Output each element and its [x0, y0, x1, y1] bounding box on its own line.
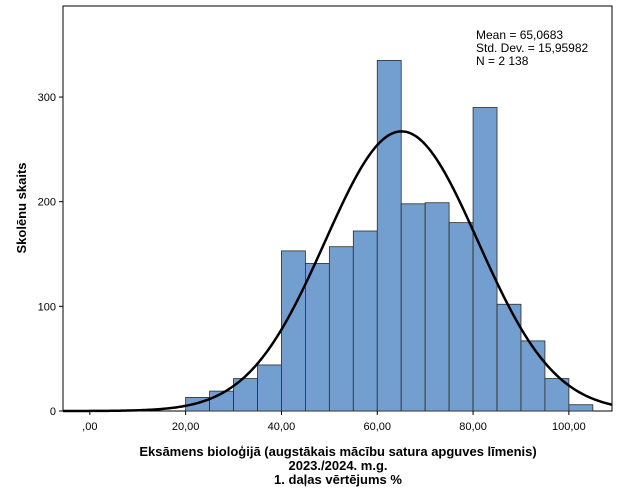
histogram-bar-65-70	[400, 203, 426, 412]
x-axis: ,00 20,00 40,00 60,00 80,00 100,00	[82, 411, 586, 433]
histogram-bar-35-40	[257, 364, 282, 412]
stats-mean: Mean = 65,0683	[476, 28, 563, 42]
histogram-bar-40-45	[281, 250, 306, 412]
x-tick-label: 80,00	[459, 421, 487, 433]
bars-group	[185, 60, 594, 412]
histogram-bar-50-55	[328, 246, 354, 412]
histogram-bar-55-60	[352, 230, 378, 412]
histogram-bar-70-75	[424, 202, 450, 412]
histogram-bar-75-80	[448, 222, 474, 412]
histogram-bar-100-105	[568, 404, 594, 412]
x-tick-label: 60,00	[363, 421, 391, 433]
x-axis-label-line-2: 2023./2024. m.g.	[288, 458, 387, 473]
histogram-bar-95-100	[544, 378, 570, 412]
x-axis-label-line-1: Eksāmens bioloģijā (augstākais mācību sa…	[139, 444, 536, 459]
y-tick-label: 0	[50, 406, 56, 418]
x-axis-label-line-3: 1. daļas vērtējums %	[274, 472, 402, 487]
y-axis-label: Skolēnu skaits	[14, 162, 29, 253]
histogram-bar-90-95	[520, 340, 546, 412]
histogram-bar-60-65	[376, 60, 402, 412]
x-tick-label: 20,00	[172, 421, 200, 433]
histogram-bar-45-50	[305, 263, 330, 412]
y-tick-label: 300	[38, 92, 56, 104]
x-tick-label: 40,00	[268, 421, 296, 433]
stats-n: N = 2 138	[476, 54, 529, 68]
x-tick-label: ,00	[82, 421, 97, 433]
normal-curve	[63, 130, 613, 413]
y-axis: 0 100 200 300	[38, 92, 63, 418]
x-tick-label: 100,00	[552, 421, 586, 433]
y-tick-label: 100	[38, 301, 56, 313]
stats-std-dev: Std. Dev. = 15,95982	[476, 41, 589, 55]
y-tick-label: 200	[38, 197, 56, 209]
